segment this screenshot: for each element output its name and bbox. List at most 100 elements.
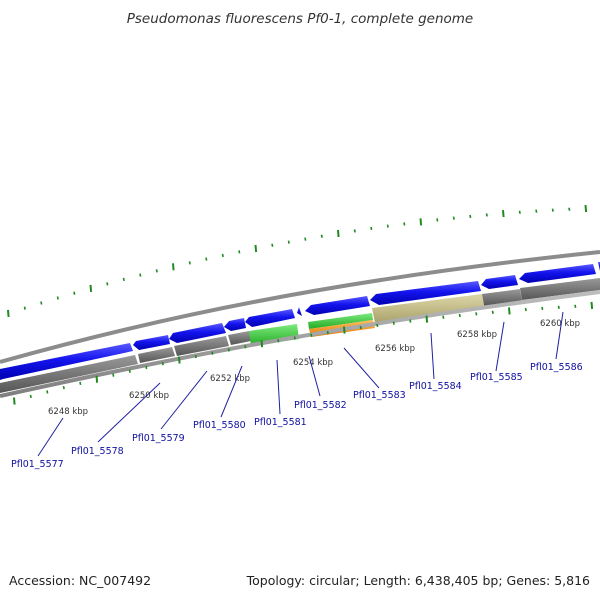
minor-tick — [353, 229, 356, 233]
feature-segment — [174, 336, 229, 356]
major-tick — [89, 284, 93, 293]
gene-label-pfl01-5578: Pfl01_5578 — [71, 446, 124, 457]
gene-labels: Pfl01_5577 Pfl01_5578 Pfl01_5579 Pfl01_5… — [11, 362, 583, 470]
major-tick — [508, 307, 511, 315]
minor-tick — [62, 385, 65, 390]
minor-tick — [304, 237, 307, 241]
minor-tick — [244, 345, 247, 349]
major-tick — [178, 356, 181, 364]
minor-tick — [139, 273, 142, 277]
gene-label-pfl01-5586: Pfl01_5586 — [530, 362, 583, 373]
minor-tick — [188, 261, 191, 265]
minor-tick — [29, 394, 32, 399]
minor-tick — [409, 319, 412, 323]
cds-arrow — [0, 343, 133, 380]
forward-strand — [0, 262, 600, 380]
minor-tick — [23, 306, 26, 310]
minor-tick — [386, 224, 389, 228]
leader-line — [97, 382, 161, 443]
minor-tick — [376, 323, 379, 328]
leader-line — [430, 332, 435, 380]
major-tick — [502, 209, 505, 218]
cds-arrow — [224, 318, 246, 331]
minor-tick — [403, 222, 406, 226]
kbp-label: 6248 kbp — [48, 407, 88, 417]
minor-tick — [557, 305, 560, 309]
cds-arrow — [305, 296, 370, 315]
major-tick — [7, 309, 10, 317]
khaki-segment — [372, 294, 484, 323]
minor-tick — [452, 216, 455, 220]
minor-tick — [442, 315, 445, 319]
minor-tick — [359, 325, 362, 330]
minor-tick — [145, 365, 148, 370]
leader-line — [495, 321, 505, 372]
kbp-label: 6256 kbp — [375, 344, 415, 354]
major-tick — [260, 340, 264, 348]
cds-arrow — [519, 264, 596, 283]
minor-tick — [79, 381, 82, 386]
minor-tick — [518, 210, 521, 214]
minor-tick — [40, 301, 43, 305]
minor-tick — [551, 208, 554, 212]
backbone-inner-line — [0, 290, 600, 398]
cds-arrow — [370, 281, 481, 305]
major-tick — [343, 326, 346, 334]
leader-line — [555, 311, 564, 360]
minor-tick — [73, 291, 76, 295]
genome-summary-text: Topology: circular; Length: 6,438,405 bp… — [246, 573, 590, 588]
cds-arrow — [245, 309, 295, 327]
leader-line — [343, 347, 380, 389]
major-tick — [13, 397, 16, 405]
minor-tick — [46, 390, 49, 394]
rna-green-segment — [308, 313, 373, 329]
kbp-label: 6250 kbp — [129, 391, 169, 401]
gene-label-pfl01-5579: Pfl01_5579 — [132, 433, 185, 444]
minor-tick — [221, 253, 224, 258]
major-tick — [337, 229, 340, 238]
kbp-label: 6260 kbp — [540, 319, 580, 329]
feature-segment — [0, 355, 138, 393]
accession-text: Accession: NC_007492 — [9, 573, 151, 588]
minor-tick — [194, 354, 197, 359]
minor-tick — [106, 282, 109, 286]
feature-segment — [138, 347, 175, 363]
kbp-label: 6252 kbp — [210, 374, 250, 384]
minor-tick — [574, 304, 577, 308]
minor-tick — [326, 330, 329, 335]
minor-tick — [535, 209, 538, 213]
cds-arrow — [481, 275, 518, 289]
minor-tick — [293, 336, 296, 340]
gene-label-pfl01-5577: Pfl01_5577 — [11, 459, 64, 470]
minor-tick — [320, 234, 323, 238]
leader-line — [220, 365, 243, 418]
minor-tick — [56, 296, 59, 300]
cds-arrow — [133, 335, 170, 350]
major-tick — [172, 263, 175, 271]
minor-tick — [122, 277, 125, 282]
outer-tick-ring — [7, 204, 588, 317]
minor-tick — [112, 373, 115, 377]
minor-tick — [310, 333, 313, 337]
major-tick — [254, 244, 258, 253]
minor-tick — [568, 207, 571, 211]
major-tick — [95, 375, 99, 383]
major-tick — [590, 301, 594, 309]
minor-tick — [370, 226, 373, 231]
major-tick — [425, 315, 429, 323]
minor-tick — [469, 214, 472, 219]
minor-tick — [238, 250, 241, 254]
gene-label-pfl01-5584: Pfl01_5584 — [409, 381, 462, 392]
kbp-label: 6258 kbp — [457, 330, 497, 340]
cds-arrow — [169, 323, 226, 343]
minor-tick — [161, 362, 164, 366]
minor-tick — [541, 306, 544, 311]
minor-tick — [155, 269, 158, 273]
minor-tick — [271, 243, 274, 247]
kbp-label: 6254 kbp — [293, 358, 333, 368]
backbone-outer-line — [0, 250, 600, 364]
map-title: Pseudomonas fluorescens Pf0-1, complete … — [127, 11, 474, 27]
minor-tick — [436, 218, 439, 222]
leader-lines — [37, 311, 564, 457]
